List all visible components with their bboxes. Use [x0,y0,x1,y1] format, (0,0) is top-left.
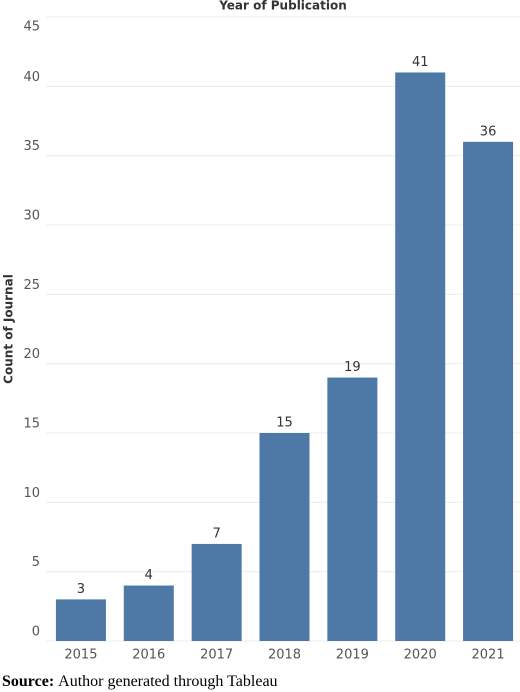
value-label: 3 [77,582,85,597]
y-tick-label: 40 [23,70,40,85]
y-tick-label: 35 [23,139,40,154]
x-tick-label: 2018 [268,648,301,663]
source: Source: Author generated through Tableau [2,673,278,690]
x-tick-label: 2020 [404,648,437,663]
value-label: 36 [480,124,497,139]
x-tick-label: 2019 [336,648,369,663]
x-tick-label: 2016 [132,648,165,663]
y-tick-label: 0 [32,625,40,640]
bar [191,543,242,641]
value-label: 41 [412,55,429,70]
y-tick-label: 25 [23,278,40,293]
value-label: 7 [213,526,221,541]
value-label: 15 [276,416,293,431]
y-tick-label: 30 [23,209,40,224]
value-label: 4 [145,568,153,583]
chart-title: Year of Publication [218,0,347,13]
source-text: Author generated through Tableau [58,673,277,690]
x-tick-label: 2015 [64,648,97,663]
bar [259,433,310,641]
y-axis-label: Count of Journal [2,274,16,384]
y-tick-label: 5 [32,555,40,570]
bar [55,599,106,641]
source-label: Source: [2,673,54,690]
x-tick-label: 2017 [200,648,233,663]
bar [395,72,446,641]
y-tick-label: 45 [23,20,40,35]
y-tick-label: 10 [23,486,40,501]
y-tick-label: 15 [23,417,40,432]
bar [327,377,378,641]
bar [463,141,514,642]
x-tick-label: 2021 [472,648,505,663]
bar [123,585,174,641]
value-label: 19 [344,360,361,375]
y-tick-label: 20 [23,347,40,362]
